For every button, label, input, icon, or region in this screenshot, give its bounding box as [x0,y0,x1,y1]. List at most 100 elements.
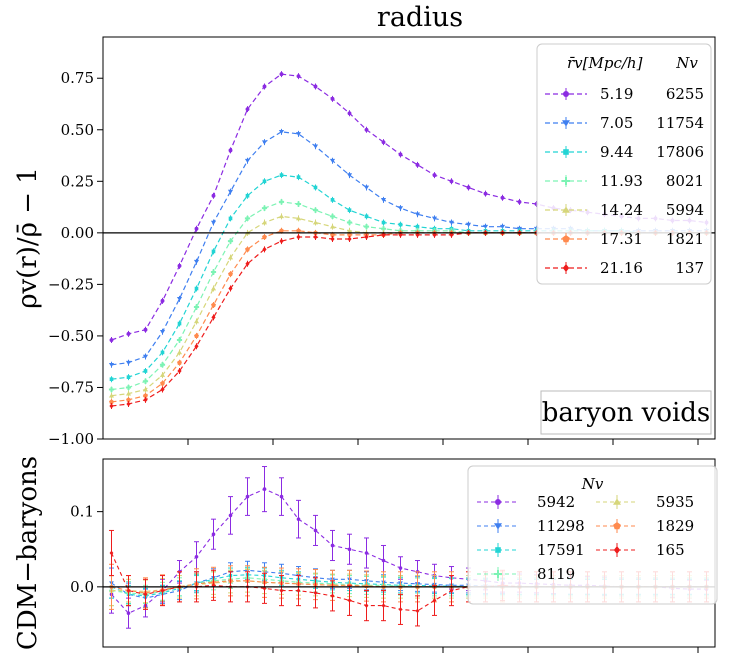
data-point [194,343,199,349]
legend-header: Nv [581,475,604,493]
data-point [465,222,472,227]
diff-point [449,588,454,593]
data-point [176,296,183,302]
data-point [193,304,200,310]
data-point [227,238,234,244]
y-tick-label: 0.75 [61,69,94,87]
legend-marker [495,547,501,553]
data-point [244,158,251,164]
legend-marker [562,177,570,185]
y-tick-label: 0.0 [70,578,94,596]
data-point [295,132,302,137]
y-tick-label: −0.75 [48,378,94,396]
data-point [279,72,284,77]
legend-count-5942: 5942 [537,493,575,511]
data-point [432,232,437,238]
legend-marker [495,499,501,505]
data-point [262,234,267,240]
data-point [109,403,114,409]
data-point [313,185,318,190]
data-point [125,391,132,396]
data-point [296,228,301,233]
data-point [194,226,199,231]
data-point [483,191,488,196]
data-point [312,207,319,213]
diff-line-5935 [111,580,707,592]
data-point [261,140,268,145]
legend-count-11754: 11754 [656,114,704,132]
top-ticks: −1.00 −0.75 −0.50 −0.25 0.00 0.25 0.50 0.75 [48,69,699,448]
data-point [398,152,403,157]
legend-marker [613,522,621,530]
data-point [211,302,216,308]
data-point [160,350,165,355]
data-point [228,148,233,153]
data-point [108,362,115,368]
legend-marker [494,570,502,578]
legend-marker [494,523,502,530]
data-point [347,208,352,212]
data-point [278,130,285,135]
data-point [245,193,250,198]
data-point [177,321,182,326]
data-point [176,337,183,343]
legend-count-6255: 6255 [666,85,704,103]
data-point [414,212,421,217]
diff-point [347,597,352,603]
data-point [194,286,199,291]
diff-point [262,585,267,591]
data-point [295,216,302,221]
data-point [415,224,420,229]
data-point [500,195,505,200]
y-tick-label: 0.1 [70,503,94,521]
legend-count-1821: 1821 [666,230,704,248]
legend-radius-7.05: 7.05 [600,114,633,132]
data-point [449,232,454,238]
diff-line-165 [110,552,707,612]
legend-count-5935: 5935 [656,493,694,511]
legend-header-count: Nv [675,54,698,72]
data-point [109,338,114,342]
diff-point [160,588,165,593]
diff-point [279,588,284,593]
diff-point [228,513,233,518]
legend-count-8021: 8021 [666,172,704,190]
data-point [177,263,182,268]
diff-point [296,588,301,593]
data-point [126,397,131,402]
legend-count-8119: 8119 [537,565,575,583]
data-point [143,327,148,332]
annotation-box: baryon voids [540,390,712,435]
data-point [193,319,200,324]
legend-radius-21.16: 21.16 [600,259,643,277]
legend-count-11298: 11298 [537,517,585,535]
data-point [347,236,352,242]
legend-radius-9.44: 9.44 [600,143,633,161]
data-point [329,213,336,219]
data-point [330,198,335,202]
data-point [330,96,335,101]
bottom-panel: 0.0 0.1 CDM−baryons Nv 5942 11298 17591 8119 5… [13,456,718,653]
data-point [346,219,353,226]
data-point [432,173,437,178]
y-tick-label: 0.00 [61,224,94,242]
data-point [108,386,115,393]
data-point [176,350,183,355]
data-point [397,206,404,211]
data-point [126,331,131,336]
data-point [278,199,285,205]
data-point [193,259,200,265]
data-point [279,238,284,244]
data-point [313,84,318,89]
diff-point [143,591,148,597]
data-point [346,228,353,233]
data-point [194,333,199,339]
legend-count-165: 165 [656,541,685,559]
bottom-ticks: 0.0 0.1 [70,503,699,653]
data-point [142,378,149,384]
legend-header-radius: r̄v[Mpc/h] [567,54,643,72]
diff-point [313,590,318,596]
data-point [244,215,251,222]
series-line-7.05 [111,131,707,366]
data-point [347,111,352,116]
